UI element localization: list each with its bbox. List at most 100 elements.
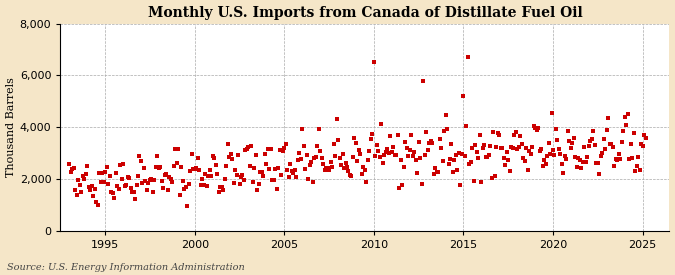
Point [344,173,355,177]
Point [554,147,564,151]
Point [318,162,329,166]
Point [492,131,503,136]
Point [277,148,288,153]
Point [604,142,615,147]
Point [588,128,599,133]
Point [343,169,354,173]
Point [498,155,509,160]
Point [280,142,291,146]
Point [298,144,309,148]
Point [379,153,389,157]
Point [502,150,512,155]
Point [334,156,345,160]
Point [452,168,463,172]
Point [189,167,200,171]
Point [555,152,566,156]
Point [333,138,344,142]
Point [92,202,103,207]
Point [513,145,524,149]
Point [218,188,229,192]
Point [215,185,225,189]
Point [522,167,533,172]
Point [228,181,239,185]
Point [207,154,218,158]
Point [440,113,451,117]
Point [377,161,388,165]
Point [197,177,208,182]
Point [488,130,499,135]
Point [519,159,530,163]
Point [562,129,573,134]
Point [639,133,649,138]
Point [128,190,139,194]
Point [259,152,270,156]
Point [252,188,263,192]
Point [125,186,136,190]
Point [144,178,155,182]
Point [155,165,166,169]
Point [169,164,180,168]
Point [119,184,130,188]
Point [265,147,276,151]
Point [269,177,279,182]
Point [424,141,435,145]
Point [163,188,173,192]
Point [543,141,554,145]
Point [461,124,472,129]
Point [537,164,548,168]
Point [595,154,606,158]
Point [572,165,583,169]
Point [466,160,477,164]
Point [304,162,315,167]
Point [68,166,79,170]
Point [446,142,457,147]
Point [348,155,358,160]
Point [255,170,266,174]
Point [273,166,284,171]
Point [210,163,221,167]
Point [603,116,614,120]
Point [110,171,121,175]
Point [473,155,484,160]
Point [360,168,371,172]
Point [143,180,154,185]
Point [236,175,246,179]
Point [250,153,261,158]
Point [296,157,306,161]
Point [325,160,336,165]
Point [212,172,223,176]
Point [292,158,303,163]
Point [70,188,81,192]
Point [301,153,312,157]
Point [350,141,361,145]
Point [462,55,473,59]
Point [630,169,641,173]
Point [551,127,562,132]
Point [497,145,508,150]
Point [470,142,481,147]
Point [152,154,163,158]
Y-axis label: Thousand Barrels: Thousand Barrels [5,77,16,177]
Point [564,139,575,143]
Point [362,158,373,162]
Point [500,163,510,167]
Point [404,148,415,152]
Point [113,187,124,191]
Point [579,145,590,149]
Point [67,167,78,172]
Point [406,133,416,138]
Point [173,147,184,151]
Point [504,169,515,174]
Point [435,146,446,150]
Point [115,163,126,167]
Point [391,152,402,157]
Point [489,173,500,178]
Point [221,164,232,169]
Point [425,139,436,143]
Point [74,183,85,188]
Point [510,130,521,134]
Point [294,151,304,155]
Point [558,171,569,175]
Point [552,138,563,143]
Point [437,159,448,164]
